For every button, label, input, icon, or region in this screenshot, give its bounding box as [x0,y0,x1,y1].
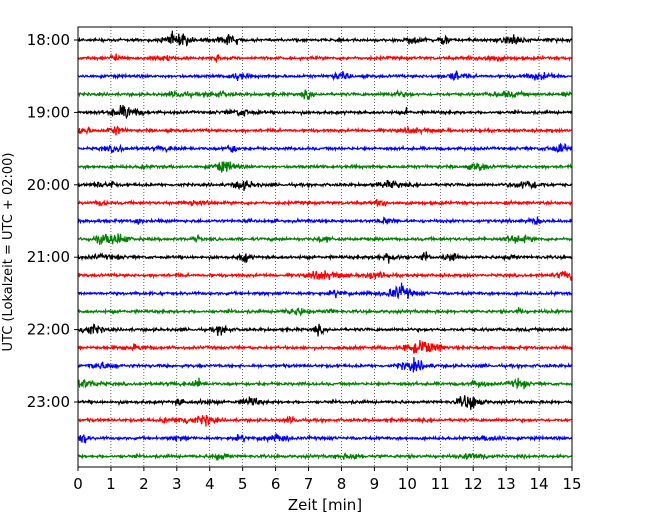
seismogram-trace [77,377,573,390]
x-tick-label: 4 [205,475,215,493]
y-axis-label: UTC (Lokalzeit = UTC + 02:00) [1,153,16,352]
x-tick-label: 6 [271,475,281,493]
seismogram-trace [77,233,573,246]
y-tick-label: 18:00 [27,31,70,49]
seismogram-trace [77,452,573,462]
grid-lines [110,27,540,467]
y-tick-label: 19:00 [27,103,70,121]
x-tick-label: 5 [238,475,248,493]
x-tick-label: 13 [497,475,516,493]
seismogram-trace [77,251,573,264]
seismogram-trace [77,104,573,120]
seismogram-trace [77,340,573,354]
seismogram-trace [77,198,573,208]
y-axis-ticks: 18:00 19:00 20:00 21:00 22:00 23:00 [27,31,78,411]
y-tick-label: 23:00 [27,393,70,411]
x-tick-label: 0 [73,475,83,493]
seismogram-trace [77,161,573,173]
y-tick-label: 20:00 [27,176,70,194]
x-tick-label: 8 [337,475,347,493]
y-tick-label: 22:00 [27,321,70,339]
x-tick-label: 11 [431,475,450,493]
x-axis-ticks: 0 1 2 3 4 5 6 7 8 9 10 11 12 13 14 15 [73,467,582,493]
x-tick-label: 7 [304,475,314,493]
x-tick-label: 12 [464,475,483,493]
seismogram-trace [77,30,573,47]
seismogram-trace [77,323,573,337]
seismogram-traces [77,30,573,462]
x-tick-label: 14 [530,475,549,493]
x-tick-label: 3 [172,475,182,493]
seismogram-trace [77,414,573,427]
y-tick-label: 21:00 [27,248,70,266]
seismogram-trace [77,270,573,281]
x-tick-label: 2 [139,475,149,493]
x-axis-label: Zeit [min] [288,496,362,514]
seismogram-trace [77,179,573,191]
seismogram-trace [77,52,573,64]
seismogram-trace [77,282,573,300]
seismogram-trace [77,215,573,225]
x-tick-label: 9 [370,475,380,493]
seismogram-trace [77,395,573,410]
seismogram-trace [77,307,573,317]
seismogram-trace [77,357,573,373]
plot-frame [77,26,573,468]
x-tick-label: 1 [106,475,116,493]
x-tick-label: 15 [562,475,581,493]
seismogram-trace [77,70,573,82]
seismogram-trace [77,142,573,154]
seismogram-trace [77,433,573,444]
seismogram-trace [77,125,573,136]
x-tick-label: 10 [398,475,417,493]
seismogram-trace [77,88,573,101]
